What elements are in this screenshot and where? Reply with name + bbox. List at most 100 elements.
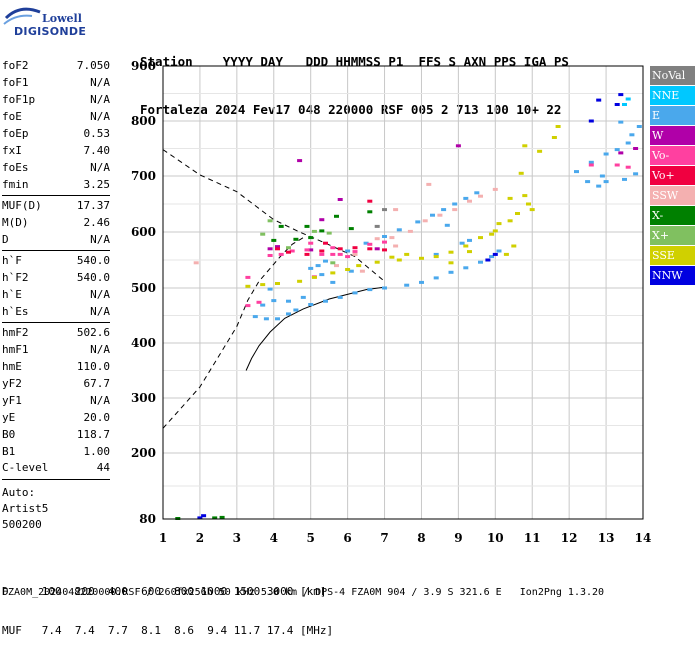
autoscale-info: Auto: Artist5 500200 — [2, 485, 48, 533]
param-row: yE 20.0 — [2, 409, 110, 426]
data-point — [260, 283, 266, 287]
data-point — [308, 236, 314, 240]
param-value: N/A — [90, 343, 110, 356]
data-point — [337, 247, 343, 251]
data-point — [496, 249, 502, 253]
logo-digisonde: DIGISONDE — [14, 25, 87, 38]
station-header: Station YYYY DAY DDD HHMMSS P1 FFS S AXN… — [140, 22, 569, 134]
data-point — [275, 282, 280, 285]
x-tick-label: 9 — [454, 531, 462, 545]
data-point — [286, 250, 291, 254]
data-point — [419, 256, 424, 260]
param-row: h`E N/A — [2, 286, 110, 303]
legend-item: X+ — [650, 226, 695, 245]
data-point — [278, 224, 284, 228]
data-point — [404, 283, 410, 287]
param-label: h`Es — [2, 305, 29, 318]
data-point — [430, 213, 435, 217]
data-point — [415, 220, 421, 224]
x-tick-label: 11 — [524, 531, 541, 545]
data-point — [625, 141, 631, 145]
y-tick-label: 400 — [131, 336, 156, 350]
data-point — [503, 252, 509, 256]
data-point — [467, 199, 472, 203]
param-row: foEp 0.53 — [2, 125, 110, 142]
param-row: h`F2 540.0 — [2, 269, 110, 286]
auto-program: Artist5 — [2, 502, 49, 515]
data-point — [275, 317, 280, 321]
muf-frequency-row: MUF 7.4 7.4 7.7 8.1 8.6 9.4 11.7 17.4 [M… — [2, 624, 334, 637]
param-value: N/A — [90, 93, 110, 106]
data-point — [260, 232, 266, 236]
data-point — [263, 317, 269, 321]
x-tick-label: 14 — [635, 531, 652, 545]
x-tick-label: 1 — [159, 531, 167, 545]
param-label: foE — [2, 110, 22, 123]
data-point — [319, 252, 325, 256]
param-value: N/A — [90, 394, 110, 407]
legend-item: Vo- — [650, 146, 695, 165]
electron-density-profile — [245, 286, 387, 371]
param-label: yE — [2, 411, 16, 424]
param-value: 7.40 — [83, 144, 111, 157]
data-point — [323, 241, 328, 245]
data-point — [337, 252, 343, 256]
data-point — [197, 516, 203, 520]
data-point — [337, 295, 343, 299]
param-label: B1 — [2, 445, 16, 458]
param-value: 502.6 — [76, 326, 110, 339]
chart-grid — [162, 65, 644, 520]
param-row: fmin 3.25 — [2, 176, 110, 193]
param-row: foE N/A — [2, 108, 110, 125]
param-row: foF2 7.050 — [2, 57, 110, 74]
param-row: foF1p N/A — [2, 91, 110, 108]
data-point — [622, 177, 627, 181]
data-point — [467, 238, 472, 242]
data-point — [507, 219, 513, 223]
data-point — [496, 222, 502, 226]
data-point — [367, 288, 373, 292]
data-point — [585, 180, 591, 184]
y-tick-label: 600 — [131, 225, 156, 239]
data-point — [448, 261, 454, 265]
header-labels: Station YYYY DAY DDD HHMMSS P1 FFS S AXN… — [140, 54, 569, 69]
param-row: fxI 7.40 — [2, 142, 110, 159]
param-value: 17.37 — [76, 199, 110, 212]
data-point — [382, 240, 387, 244]
data-point — [489, 255, 495, 259]
data-point — [319, 229, 325, 233]
dashed-lower-curve — [162, 237, 304, 429]
param-label: hmE — [2, 360, 22, 373]
data-point — [260, 303, 266, 307]
data-point — [574, 170, 579, 174]
data-point — [474, 191, 480, 195]
logo-lowell: Lowell — [42, 12, 82, 25]
data-point — [323, 299, 328, 303]
data-point — [193, 261, 199, 265]
param-row: foF1 N/A — [2, 74, 110, 91]
param-value: 0.53 — [83, 127, 111, 140]
param-label: h`F2 — [2, 271, 29, 284]
param-row: hmF2 502.6 — [2, 324, 110, 341]
data-point — [393, 244, 399, 248]
data-point — [389, 236, 395, 240]
data-point — [363, 241, 369, 245]
data-point — [275, 247, 280, 251]
c-level-label: C-level — [2, 461, 49, 474]
data-point — [330, 271, 336, 275]
data-point — [614, 148, 620, 152]
data-point — [256, 300, 262, 304]
data-point — [330, 280, 336, 284]
param-value: N/A — [90, 305, 110, 318]
data-point — [278, 252, 284, 256]
data-point — [201, 514, 207, 518]
data-point — [271, 299, 277, 303]
data-point — [245, 304, 251, 308]
param-row: D N/A — [2, 231, 110, 248]
data-point — [629, 133, 635, 137]
data-point — [319, 218, 325, 222]
data-point — [596, 184, 602, 188]
data-point — [356, 264, 362, 268]
data-point — [245, 284, 251, 288]
param-label: M(D) — [2, 216, 29, 229]
